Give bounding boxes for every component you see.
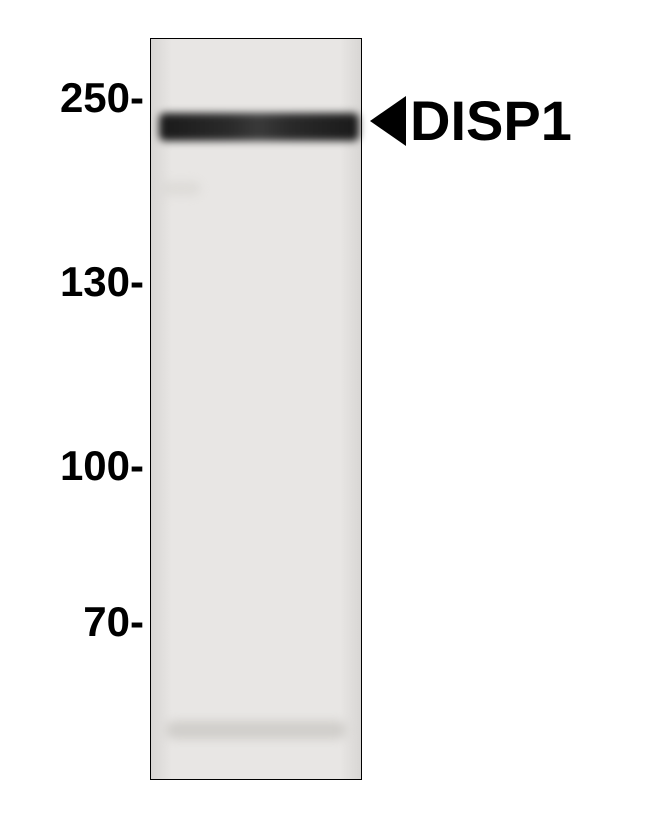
protein-label-text: DISP1 (410, 88, 572, 153)
blot-lane (150, 38, 362, 780)
western-blot-figure: 250- 130- 100- 70- DISP1 (0, 0, 650, 813)
protein-label: DISP1 (370, 88, 572, 153)
mw-marker-70: 70- (83, 598, 144, 646)
artifact-smudge (166, 721, 346, 739)
mw-marker-text: 130- (60, 258, 144, 305)
mw-marker-text: 70- (83, 598, 144, 645)
artifact-smudge (161, 181, 201, 196)
mw-marker-text: 100- (60, 442, 144, 489)
mw-marker-250: 250- (60, 74, 144, 122)
mw-marker-100: 100- (60, 442, 144, 490)
arrow-left-icon (370, 96, 406, 146)
protein-band (159, 113, 359, 141)
mw-marker-130: 130- (60, 258, 144, 306)
mw-marker-text: 250- (60, 74, 144, 121)
